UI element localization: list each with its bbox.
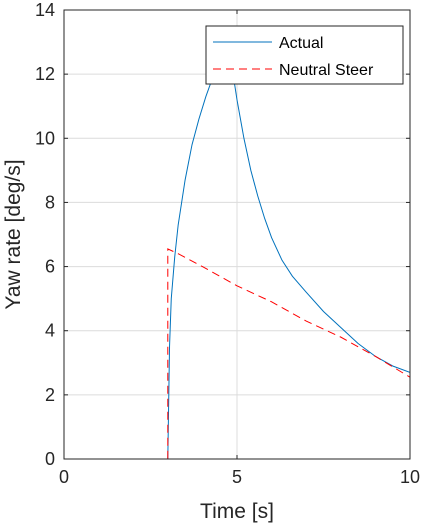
y-axis-label: Yaw rate [deg/s]	[2, 159, 25, 309]
y-tick-label-4: 8	[45, 192, 55, 212]
y-tick-label-5: 10	[35, 128, 55, 148]
y-tick-label-3: 6	[45, 257, 55, 277]
y-tick-label-1: 2	[45, 385, 55, 405]
legend: Actual Neutral Steer	[205, 25, 404, 85]
x-axis-label: Time [s]	[200, 500, 274, 523]
y-tick-label-2: 4	[45, 321, 55, 341]
legend-entry-neutral-steer: Neutral Steer	[279, 62, 374, 79]
y-tick-label-0: 0	[45, 449, 55, 469]
ticks	[63, 9, 411, 460]
legend-entry-actual: Actual	[279, 35, 323, 52]
x-tick-label-1: 5	[232, 467, 242, 487]
y-tick-label-7: 14	[35, 0, 55, 20]
legend-box	[205, 25, 404, 85]
y-tick-label-6: 12	[35, 64, 55, 84]
x-tick-label-2: 10	[400, 467, 420, 487]
tick-labels: 0 5 10 0 2 4 6 8 10 12 14	[35, 0, 420, 487]
x-tick-label-0: 0	[59, 467, 69, 487]
series-line-neutral-steer	[64, 248, 410, 459]
